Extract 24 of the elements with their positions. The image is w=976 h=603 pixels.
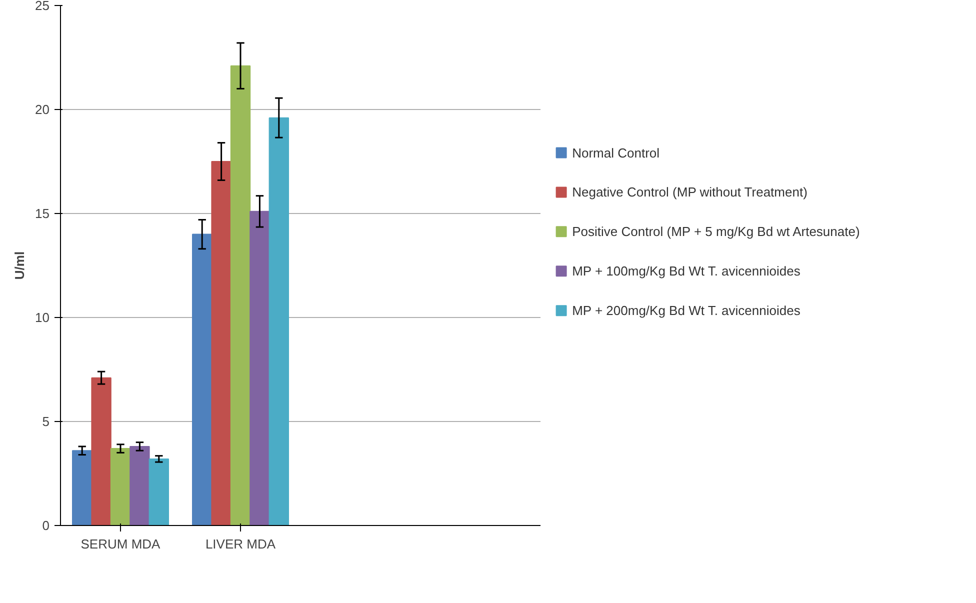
legend-label: Positive Control (MP + 5 mg/Kg Bd wt Artesunate) [572,224,860,240]
bar [130,446,150,526]
y-tick-label: 5 [42,414,50,429]
legend-label: Normal Control [572,145,660,160]
y-tick-label: 15 [35,206,50,221]
y-tick-label: 10 [35,310,50,325]
x-tick-label: LIVER MDA [205,536,276,552]
bar [72,450,92,526]
bar [192,234,212,526]
bar [148,458,169,526]
y-tick-label: 0 [42,518,50,533]
legend-label: Negative Control (MP without Treatment) [572,184,808,200]
x-tick-label: SERUM MDA [80,536,161,552]
y-tick-label: 20 [35,102,50,117]
bar [110,448,131,526]
y-tick-label: 25 [35,0,50,13]
bar [250,210,270,526]
bar [211,161,232,526]
legend-label: MP + 200mg/Kg Bd Wt T. avicennioides [572,303,801,318]
bar [268,117,289,526]
y-axis-title: U/ml [12,251,28,280]
bar [91,377,112,526]
legend-label: MP + 100mg/Kg Bd Wt T. avicennioides [572,264,801,279]
bar [230,65,251,526]
